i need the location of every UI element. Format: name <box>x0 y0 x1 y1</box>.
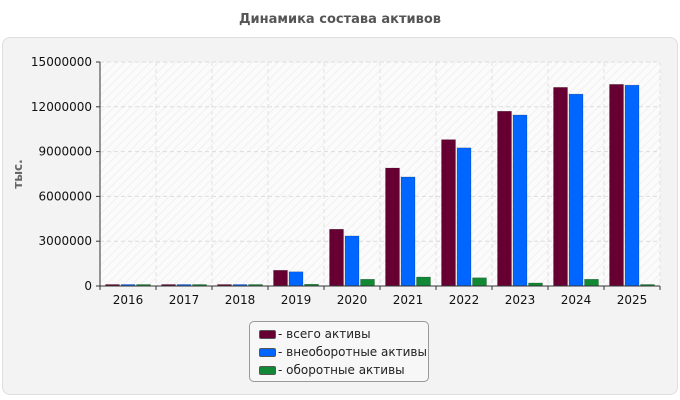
x-tick-label: 2022 <box>449 293 480 307</box>
y-tick-label: 6000000 <box>39 189 92 203</box>
axes <box>96 61 661 290</box>
legend-item: - всего активы <box>259 325 428 343</box>
legend-label: - всего активы <box>278 327 371 341</box>
x-tick-label: 2018 <box>225 293 256 307</box>
legend-swatch <box>259 329 276 339</box>
y-tick-label: 3000000 <box>39 234 92 248</box>
x-tick-label: 2025 <box>617 293 648 307</box>
bar <box>497 111 512 287</box>
x-tick-label: 2021 <box>393 293 424 307</box>
bar <box>609 84 624 287</box>
y-axis-label: тыс. <box>11 159 25 188</box>
bar <box>512 114 528 287</box>
legend-item: - оборотные активы <box>259 361 428 379</box>
legend-swatch <box>259 347 276 357</box>
x-tick-label: 2017 <box>169 293 200 307</box>
y-tick-label: 0 <box>84 279 92 293</box>
y-tick-label: 15000000 <box>31 55 92 69</box>
x-tick-label: 2019 <box>281 293 312 307</box>
bar <box>553 87 568 287</box>
bar <box>568 93 584 287</box>
x-tick-labels: 2016 2017 2018 2019 2020 2021 2022 2023 2024 2025 <box>113 293 648 307</box>
bar <box>416 276 431 287</box>
legend: - всего активы - внеоборотные активы - о… <box>249 321 429 382</box>
bar <box>344 235 360 287</box>
chart-title: Динамика состава активов <box>238 12 442 27</box>
y-tick-labels: 0 3000000 6000000 9000000 12000000 15000000 <box>31 55 92 293</box>
x-tick-label: 2023 <box>505 293 536 307</box>
bar <box>584 279 599 287</box>
bar <box>624 84 640 287</box>
y-tick-label: 9000000 <box>39 145 92 159</box>
legend-label: - внеоборотные активы <box>278 345 427 359</box>
legend-swatch <box>259 365 276 375</box>
bar <box>400 176 416 287</box>
x-tick-label: 2024 <box>561 293 592 307</box>
x-tick-label: 2020 <box>337 293 368 307</box>
legend-item: - внеоборотные активы <box>259 343 428 361</box>
bar <box>472 277 487 287</box>
bars <box>105 84 655 287</box>
legend-label: - оборотные активы <box>278 363 405 377</box>
bar <box>360 279 375 287</box>
bar <box>288 271 304 287</box>
bar <box>456 147 472 287</box>
x-tick-label: 2016 <box>113 293 144 307</box>
bar <box>441 139 456 287</box>
bar <box>273 270 288 287</box>
bar <box>385 167 400 287</box>
y-tick-label: 12000000 <box>31 100 92 114</box>
bar <box>329 229 344 287</box>
